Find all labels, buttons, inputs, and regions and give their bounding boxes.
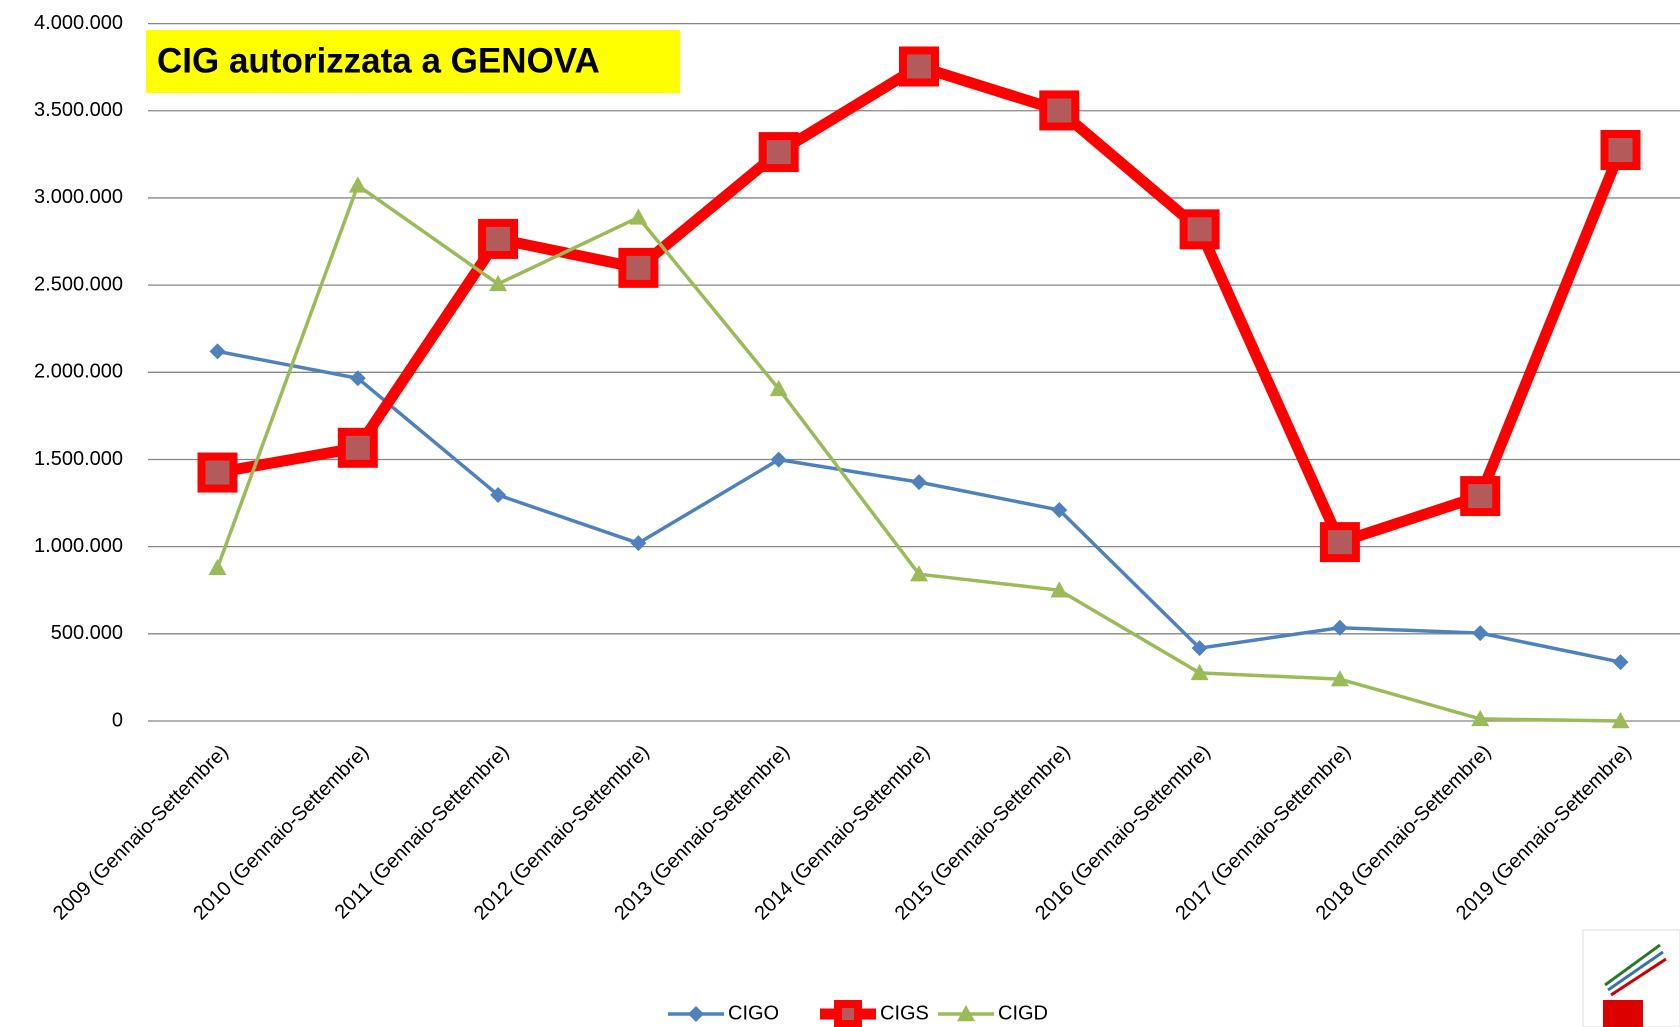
data-point (1600, 130, 1641, 171)
legend: CIGO CIGS CIGD (668, 1000, 1048, 1027)
data-point (1611, 712, 1630, 729)
legend-label: CIGD (998, 1002, 1048, 1024)
data-point (1179, 209, 1220, 250)
series-line (215, 183, 1621, 723)
y-tick-label: 3.500.000 (34, 99, 123, 121)
data-point (758, 132, 799, 173)
y-tick-label: 3.000.000 (34, 186, 123, 208)
data-point (1472, 625, 1489, 642)
y-tick-label: 500.000 (51, 622, 123, 644)
data-point (630, 535, 647, 552)
y-tick-label: 1.000.000 (34, 535, 123, 557)
title-box (146, 30, 680, 93)
y-tick-label: 2.000.000 (34, 361, 123, 383)
legend-label: CIGO (728, 1002, 779, 1024)
legend-label: CIGS (880, 1002, 929, 1024)
data-point (489, 274, 508, 292)
chart-title: CIG autorizzata a GENOVA (157, 41, 600, 80)
data-point (209, 343, 226, 360)
data-point (1191, 640, 1208, 657)
series-line (217, 349, 1621, 664)
legend-marker (957, 1005, 975, 1022)
y-tick-label: 2.500.000 (34, 273, 123, 295)
data-point (1190, 663, 1209, 681)
y-tick-label: 1.500.000 (34, 448, 123, 470)
data-point (208, 558, 227, 575)
data-point (197, 452, 238, 493)
plot (197, 46, 1641, 729)
data-point (911, 474, 927, 491)
series-line (216, 60, 1626, 548)
data-point (770, 451, 787, 468)
data-point (1051, 502, 1068, 519)
data-point (1319, 522, 1360, 563)
data-point (618, 247, 659, 288)
data-point (1612, 654, 1629, 671)
data-point (910, 565, 928, 582)
data-point (769, 379, 788, 397)
logo (1582, 929, 1680, 1027)
data-point (1050, 581, 1069, 598)
data-point (899, 46, 939, 87)
legend-marker (688, 1006, 704, 1022)
data-point (1471, 709, 1490, 727)
data-point (478, 218, 519, 259)
data-point (1039, 90, 1080, 131)
data-point (1331, 619, 1348, 636)
data-point (348, 176, 367, 193)
grid: 0 500.000 1.000.000 1.500.000 2.000.000 2.500… (34, 12, 1680, 925)
y-tick-label: 4.000.000 (34, 12, 123, 34)
data-point (337, 427, 378, 468)
data-point (629, 208, 648, 225)
data-point (1460, 476, 1501, 517)
legend-marker (834, 1000, 862, 1027)
y-tick-label: 0 (112, 709, 123, 731)
data-point (349, 370, 366, 387)
data-point (490, 487, 507, 504)
data-point (1330, 670, 1349, 687)
